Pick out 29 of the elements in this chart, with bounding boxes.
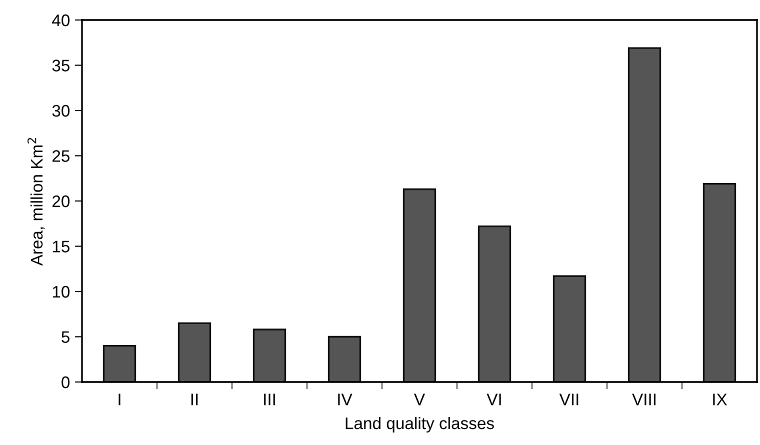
x-tick-label: II xyxy=(191,394,198,406)
x-tick-label: I xyxy=(118,394,120,406)
y-tick-label: 35 xyxy=(52,60,70,72)
bar xyxy=(552,275,586,382)
bar xyxy=(178,322,212,382)
bar xyxy=(328,336,362,382)
bar xyxy=(102,344,136,382)
x-axis-title: Land quality classes xyxy=(346,416,494,433)
x-tick-label: VII xyxy=(559,394,578,406)
y-axis-title: Area, million Km$^{2}$ xyxy=(27,138,45,266)
y-tick-label: 25 xyxy=(52,150,70,162)
y-tick-label: 30 xyxy=(52,104,70,117)
bar xyxy=(702,182,736,382)
x-tick-label: III xyxy=(264,394,275,406)
bar xyxy=(478,226,512,382)
y-tick-label: 15 xyxy=(52,240,70,252)
x-tick-label: IX xyxy=(713,394,728,406)
x-tick-label: VI xyxy=(486,394,501,406)
bar xyxy=(628,47,662,382)
y-tick-label: 5 xyxy=(62,331,70,343)
y-tick-label: 10 xyxy=(52,286,70,298)
x-tick-label: VIII xyxy=(632,394,656,406)
bar xyxy=(402,188,436,382)
x-tick-label: V xyxy=(414,394,425,406)
y-tick-label: 20 xyxy=(52,195,70,208)
x-tick-label: IV xyxy=(338,394,352,406)
y-tick-label: 40 xyxy=(52,14,70,26)
bar xyxy=(252,328,286,382)
y-tick-label: 0 xyxy=(62,376,70,388)
